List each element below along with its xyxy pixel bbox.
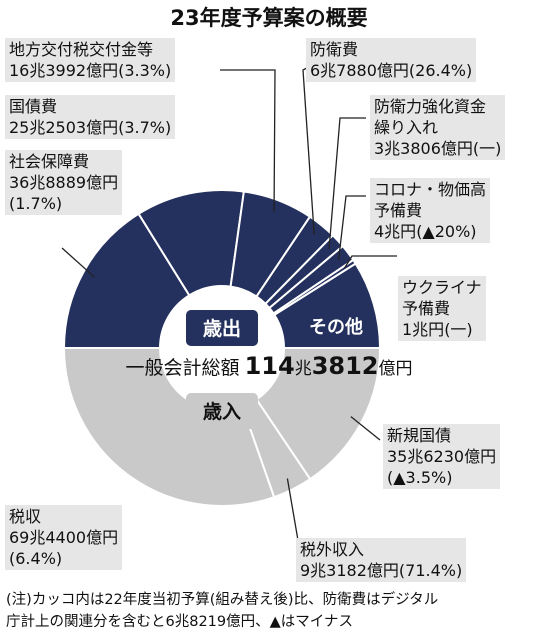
label-covid-reserve: コロナ・物価高 予備費 4兆円(▲20%) bbox=[370, 178, 491, 243]
slice-change: (3.3%) bbox=[118, 61, 172, 80]
slice-change: (一) bbox=[444, 320, 473, 339]
label-national-debt: 国債費 25兆2503億円(3.7%) bbox=[5, 95, 176, 139]
slice-change: (26.4%) bbox=[408, 61, 473, 80]
leader-line bbox=[61, 247, 95, 278]
expenditure-slices bbox=[62, 189, 382, 349]
leader-line bbox=[350, 416, 381, 441]
total-amount: 一般会計総額 114兆3812億円 bbox=[0, 352, 538, 380]
slice-change: (一) bbox=[472, 139, 502, 158]
label-new-bonds: 新規国債 35兆6230億円 (▲3.5%) bbox=[383, 424, 501, 489]
slice-change: (71.4%) bbox=[398, 561, 463, 580]
leader-line bbox=[337, 195, 366, 261]
slice-amount: 1兆円 bbox=[402, 320, 445, 339]
svg-text:歳入: 歳入 bbox=[203, 401, 241, 423]
label-ukraine-reserve: ウクライナ 予備費 1兆円(一) bbox=[398, 276, 486, 341]
leader-line bbox=[343, 255, 397, 269]
slice-amount: 16兆3992億円 bbox=[9, 61, 119, 80]
total-oku-value: 3812 bbox=[311, 352, 379, 380]
revenue-badge: 歳入 bbox=[186, 393, 258, 429]
slice-amount: 35兆6230億円 bbox=[387, 447, 497, 466]
slice-amount: 3兆3806億円 bbox=[374, 139, 473, 158]
slice-change: (3.7%) bbox=[118, 118, 172, 137]
slice-name-line1: コロナ・物価高 bbox=[374, 180, 487, 199]
label-tax-revenue: 税収 69兆4400億円 (6.4%) bbox=[5, 505, 123, 570]
total-oku-unit: 億円 bbox=[378, 359, 413, 379]
total-cho-value: 114 bbox=[244, 352, 295, 380]
slice-name: 国債費 bbox=[9, 97, 58, 116]
slice-change: (▲3.5%) bbox=[387, 468, 453, 487]
label-non-tax-revenue: 税外収入 9兆3182億円(71.4%) bbox=[296, 538, 467, 582]
chart-title: 23年度予算案の概要 bbox=[170, 6, 368, 30]
footnote-line-2: 庁計上の関連分を含むと6兆8219億円、▲はマイナス bbox=[6, 614, 353, 630]
label-defense-fund: 防衛力強化資金 繰り入れ 3兆3806億円(一) bbox=[370, 95, 506, 160]
slice-name-line2: 予備費 bbox=[402, 299, 451, 318]
footnote-line-1: (注)カッコ内は22年度当初予算(組み替え後)比、防衛費はデジタル bbox=[6, 592, 439, 608]
label-defense: 防衛費 6兆7880億円(26.4%) bbox=[306, 38, 477, 82]
slice-amount: 4兆円 bbox=[374, 222, 417, 241]
slice-change: (▲20%) bbox=[416, 222, 477, 241]
slice-name: 税外収入 bbox=[300, 540, 365, 559]
revenue-slices bbox=[62, 347, 382, 507]
slice-name: 防衛費 bbox=[310, 40, 359, 59]
label-local-allocation-tax: 地方交付税交付金等 16兆3992億円(3.3%) bbox=[5, 38, 176, 82]
slice-name-line1: ウクライナ bbox=[402, 278, 482, 297]
leader-line bbox=[328, 117, 366, 249]
label-social-security: 社会保障費 36兆8889億円 (1.7%) bbox=[5, 150, 123, 215]
slice-name: 新規国債 bbox=[387, 426, 452, 445]
revenue-slice bbox=[255, 347, 382, 481]
slice-name-line2: 予備費 bbox=[374, 201, 423, 220]
leader-line bbox=[220, 69, 276, 212]
svg-text:歳出: 歳出 bbox=[203, 317, 241, 340]
footnote: (注)カッコ内は22年度当初予算(組み替え後)比、防衛費はデジタル 庁計上の関連… bbox=[6, 589, 534, 633]
slice-change: (1.7%) bbox=[9, 194, 63, 213]
expenditure-badge: 歳出 bbox=[186, 310, 258, 346]
slice-amount: 36兆8889億円 bbox=[9, 173, 119, 192]
other-slice-label: その他 bbox=[309, 316, 363, 338]
revenue-slice bbox=[62, 347, 276, 507]
slice-name-line1: 防衛力強化資金 bbox=[374, 97, 487, 116]
expenditure-slice bbox=[62, 212, 191, 349]
total-label: 一般会計総額 bbox=[125, 357, 240, 379]
slice-name-line2: 繰り入れ bbox=[374, 118, 439, 137]
slice-name: 地方交付税交付金等 bbox=[9, 40, 154, 59]
slice-name: 社会保障費 bbox=[9, 152, 90, 171]
slice-amount: 25兆2503億円 bbox=[9, 118, 119, 137]
slice-amount: 69兆4400億円 bbox=[9, 528, 119, 547]
total-cho-unit: 兆 bbox=[294, 359, 312, 379]
slice-amount: 6兆7880億円 bbox=[310, 61, 409, 80]
slice-name: 税収 bbox=[9, 507, 42, 526]
slice-change: (6.4%) bbox=[9, 549, 63, 568]
slice-amount: 9兆3182億円 bbox=[300, 561, 399, 580]
